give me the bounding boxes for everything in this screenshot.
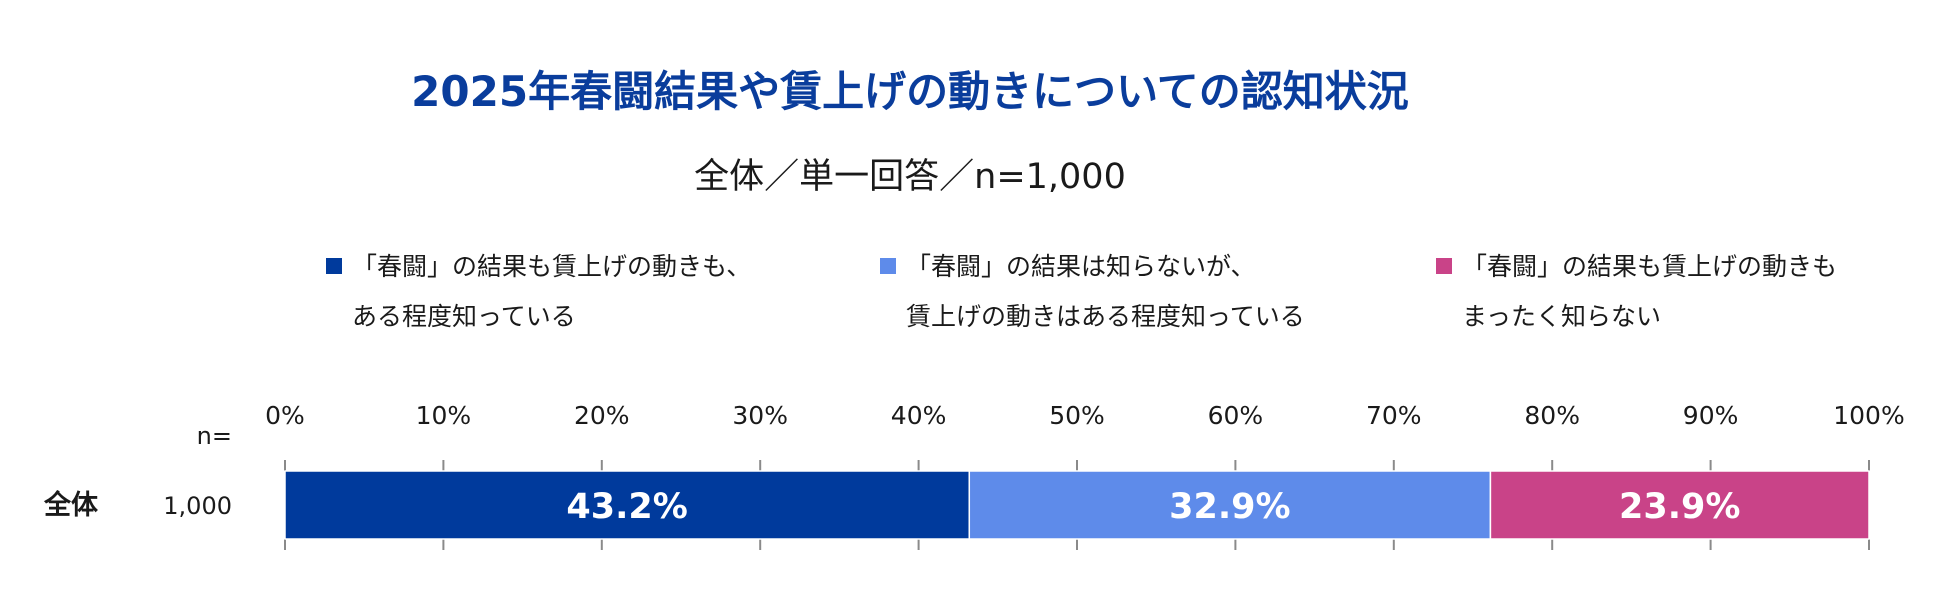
tick-label: 20% xyxy=(574,401,630,430)
tick-label: 30% xyxy=(732,401,788,430)
axis-tick-labels: 0% 10% 20% 30% 40% 50% 60% 70% 80% 90% 100% xyxy=(265,401,1905,430)
row-label-overall: 全体 xyxy=(43,489,99,521)
n-header: n= xyxy=(197,422,232,450)
tick-label: 100% xyxy=(1833,401,1904,430)
tick-label: 10% xyxy=(416,401,472,430)
tick-label: 90% xyxy=(1683,401,1739,430)
bar-value-label: 23.9% xyxy=(1619,487,1740,527)
legend-item-not-known: 「春闘」の結果も賃上げの動きも まったく知らない xyxy=(1436,242,1837,342)
legend-label-line2: ある程度知っている xyxy=(352,302,576,331)
tick-label: 0% xyxy=(265,401,305,430)
tick-label: 40% xyxy=(891,401,947,430)
chart-subtitle: 全体／単一回答／n=1,000 xyxy=(694,157,1126,197)
legend-label-line1: 「春闘」の結果も賃上げの動きも xyxy=(1462,252,1838,281)
tick-label: 80% xyxy=(1524,401,1580,430)
bar-value-label: 32.9% xyxy=(1169,487,1290,527)
bar-segment-3 xyxy=(1489,470,1870,540)
legend-item-known-wage-only: 「春闘」の結果は知らないが、 賃上げの動きはある程度知っている xyxy=(880,242,1305,342)
tick-label: 60% xyxy=(1208,401,1264,430)
legend-label-line1: 「春闘」の結果も賃上げの動きも、 xyxy=(352,252,752,281)
axis-ticks-top xyxy=(284,460,1870,471)
bar-value-labels: 43.2% 32.9% 23.9% xyxy=(566,487,1740,527)
legend-swatch-known-both xyxy=(326,258,342,274)
legend-swatch-not-known xyxy=(1436,258,1452,274)
bar-segment-2 xyxy=(968,470,1492,540)
bar-segment-1 xyxy=(284,470,971,540)
legend-label-line2: 賃上げの動きはある程度知っている xyxy=(906,302,1305,331)
tick-label: 70% xyxy=(1366,401,1422,430)
axis-ticks-bottom xyxy=(284,539,1870,550)
bar-segments xyxy=(284,470,1870,540)
row-n-overall: 1,000 xyxy=(163,492,232,520)
legend-item-known-both: 「春闘」の結果も賃上げの動きも、 ある程度知っている xyxy=(326,242,751,342)
legend-label-line2: まったく知らない xyxy=(1462,302,1662,331)
tick-label: 50% xyxy=(1049,401,1105,430)
legend-swatch-known-wage-only xyxy=(880,258,896,274)
legend-label-line1: 「春闘」の結果は知らないが、 xyxy=(906,252,1256,281)
bar-value-label: 43.2% xyxy=(566,487,687,527)
chart-title: 2025年春闘結果や賃上げの動きについての認知状況 xyxy=(411,67,1409,116)
